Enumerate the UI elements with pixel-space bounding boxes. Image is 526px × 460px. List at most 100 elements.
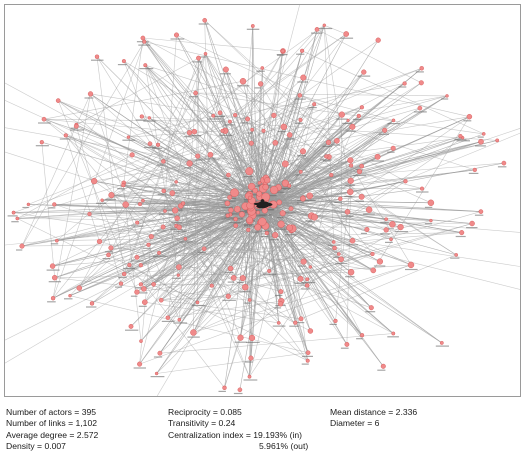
node-label-mark: [345, 276, 355, 278]
network-edge: [164, 210, 394, 334]
network-edge: [136, 277, 234, 293]
node-label-mark: [231, 213, 245, 215]
network-node: [420, 186, 425, 191]
network-node: [472, 167, 477, 172]
network-edge: [189, 132, 250, 172]
network-node: [52, 202, 57, 207]
node-label-mark: [246, 132, 253, 134]
node-label-mark: [450, 257, 460, 259]
network-node: [228, 207, 234, 213]
network-node: [248, 334, 256, 342]
network-edge: [245, 165, 362, 288]
node-label-mark: [297, 81, 309, 83]
node-label-mark: [243, 224, 254, 226]
network-edge: [52, 93, 91, 299]
network-node: [322, 23, 326, 27]
network-edge: [76, 57, 199, 126]
network-node: [325, 139, 332, 146]
network-node: [298, 169, 303, 174]
network-node: [173, 32, 179, 38]
node-label-mark: [16, 249, 23, 251]
network-edge: [156, 222, 260, 396]
node-label-mark: [219, 134, 233, 136]
network-edge: [392, 224, 462, 233]
network-edge: [52, 41, 145, 299]
node-label-mark: [188, 135, 202, 137]
node-label-mark: [267, 209, 275, 211]
node-label-mark: [323, 160, 331, 162]
node-label-mark: [157, 230, 167, 232]
network-node: [261, 207, 268, 214]
node-label-mark: [301, 363, 309, 365]
network-node: [143, 63, 148, 68]
network-edge: [324, 25, 347, 35]
node-label-mark: [239, 291, 251, 293]
network-edge: [314, 115, 360, 218]
network-node: [271, 112, 277, 119]
node-label-mark: [272, 191, 285, 193]
node-label-mark: [294, 122, 304, 124]
network-node: [307, 328, 314, 334]
network-node: [87, 91, 94, 97]
node-label-mark: [335, 262, 348, 265]
node-label-mark: [235, 218, 244, 220]
network-node: [260, 66, 265, 70]
network-edge: [43, 80, 244, 120]
network-edge: [43, 118, 190, 133]
network-node: [374, 153, 381, 160]
network-edge: [273, 200, 462, 233]
node-label-mark: [344, 184, 355, 186]
node-label-mark: [455, 235, 466, 238]
network-edge: [108, 92, 196, 256]
node-label-mark: [256, 70, 265, 72]
network-edge: [144, 41, 470, 117]
network-node: [380, 363, 386, 369]
node-label-mark: [179, 241, 194, 243]
node-label-mark: [259, 230, 271, 232]
network-node: [300, 48, 305, 53]
network-edge: [164, 25, 325, 212]
network-node: [195, 300, 200, 305]
network-node: [203, 52, 208, 56]
node-label-mark: [207, 118, 221, 120]
network-edge: [143, 247, 335, 290]
network-node: [163, 209, 167, 213]
node-label-mark: [243, 198, 252, 201]
network-node: [305, 358, 310, 363]
network-edge: [145, 64, 335, 249]
network-node: [174, 180, 178, 184]
network-node: [402, 81, 407, 86]
node-label-mark: [353, 174, 367, 177]
node-label-mark: [277, 130, 286, 133]
node-label-mark: [342, 122, 352, 124]
node-label-mark: [233, 392, 243, 395]
network-node: [258, 217, 267, 226]
network-edge: [144, 301, 279, 324]
network-node: [237, 334, 244, 341]
node-label-mark: [398, 86, 407, 88]
node-label-mark: [70, 129, 84, 131]
network-node: [429, 218, 433, 223]
network-node: [11, 210, 16, 215]
stat-number-of-links: Number of links = 1,102: [6, 418, 97, 429]
network-node: [55, 238, 59, 243]
node-label-mark: [224, 217, 237, 219]
network-node: [349, 237, 356, 244]
network-edge: [235, 83, 405, 116]
network-node: [257, 181, 262, 185]
node-label-mark: [416, 191, 429, 193]
network-edge: [233, 264, 412, 279]
network-edge: [108, 254, 198, 303]
node-label-mark: [260, 236, 269, 238]
node-label-mark: [91, 59, 104, 61]
node-label-mark: [229, 222, 241, 224]
node-label-mark: [318, 27, 333, 30]
network-node: [202, 18, 207, 23]
network-node: [390, 145, 396, 151]
node-label-mark: [463, 120, 472, 122]
node-label-mark: [380, 221, 389, 224]
network-node: [360, 333, 365, 338]
network-node: [151, 281, 156, 287]
network-edge: [335, 180, 351, 321]
network-edge: [178, 50, 283, 228]
